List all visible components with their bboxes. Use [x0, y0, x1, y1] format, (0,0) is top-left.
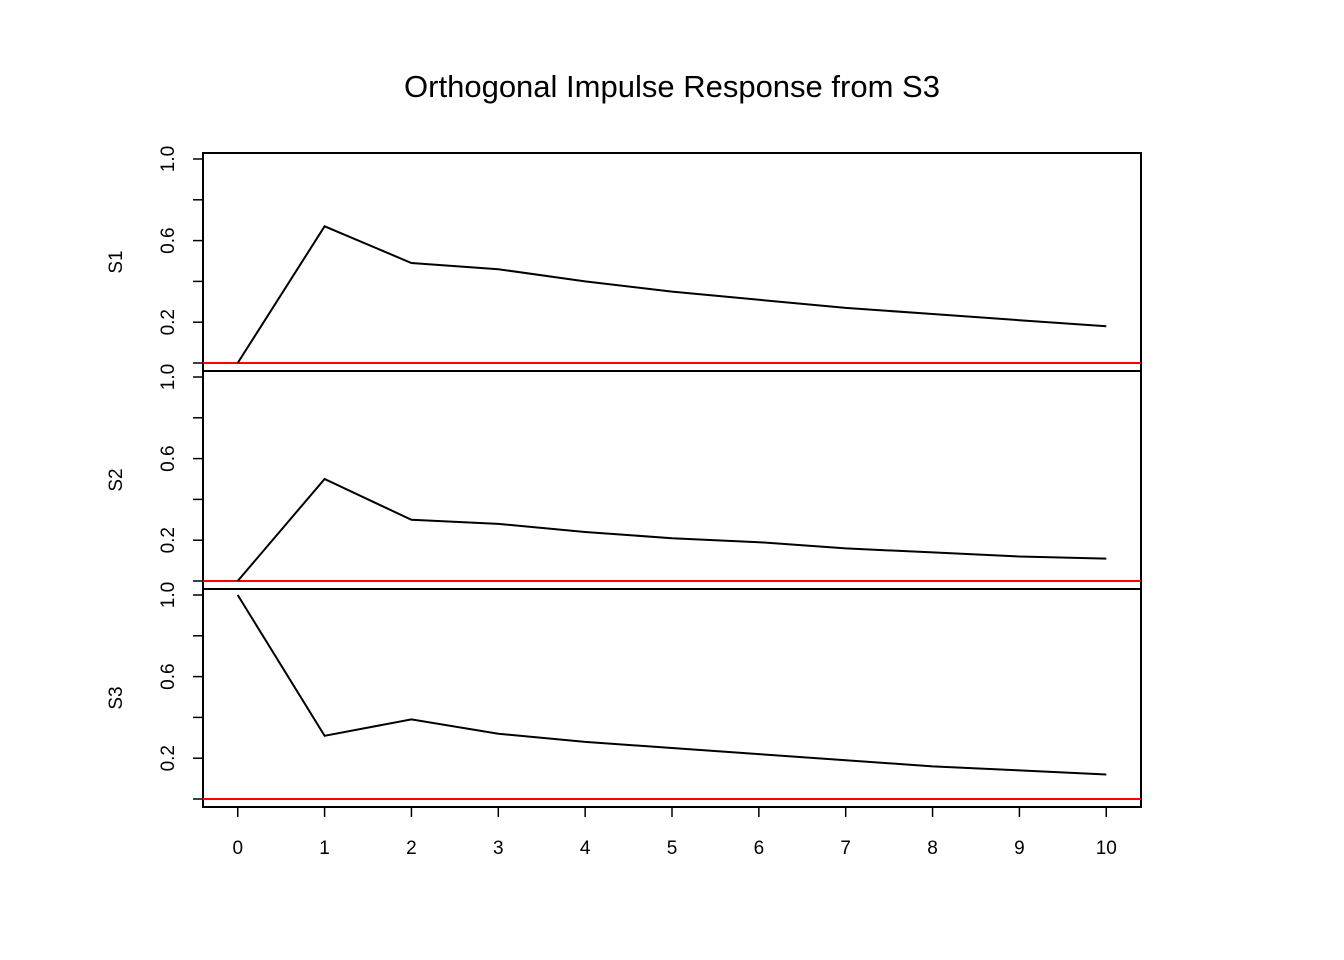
panel-ylabel-2: S2 [106, 468, 127, 491]
x-tick-label: 7 [840, 838, 851, 859]
y-tick-label: 1.0 [158, 364, 179, 390]
series-line-S2 [236, 477, 1107, 582]
y-tick-label: 0.6 [158, 227, 179, 253]
x-tick-label: 6 [754, 838, 765, 859]
x-tick-label: 5 [667, 838, 678, 859]
x-tick-label: 9 [1014, 838, 1025, 859]
panel-frame-3 [202, 588, 1142, 808]
x-tick-label: 4 [580, 838, 591, 859]
x-tick-label: 3 [493, 838, 504, 859]
y-tick-label: 1.0 [158, 146, 179, 172]
x-tick-label: 1 [319, 838, 330, 859]
series-line-S3 [236, 594, 1107, 776]
x-tick-label: 8 [927, 838, 938, 859]
y-tick-label: 0.2 [158, 309, 179, 335]
panel-ylabel-3: S3 [106, 686, 127, 709]
y-tick-label: 1.0 [158, 582, 179, 608]
panel-frame-1 [202, 152, 1142, 372]
y-tick-label: 0.2 [158, 527, 179, 553]
y-tick-label: 0.6 [158, 663, 179, 689]
chart-title: Orthogonal Impulse Response from S3 [404, 69, 940, 104]
x-tick-label: 2 [406, 838, 417, 859]
y-tick-label: 0.2 [158, 745, 179, 771]
y-tick-label: 0.6 [158, 445, 179, 471]
panel-ylabel-1: S1 [106, 250, 127, 273]
x-tick-label: 0 [232, 838, 243, 859]
series-line-S1 [236, 225, 1107, 364]
x-tick-label: 10 [1096, 838, 1117, 859]
